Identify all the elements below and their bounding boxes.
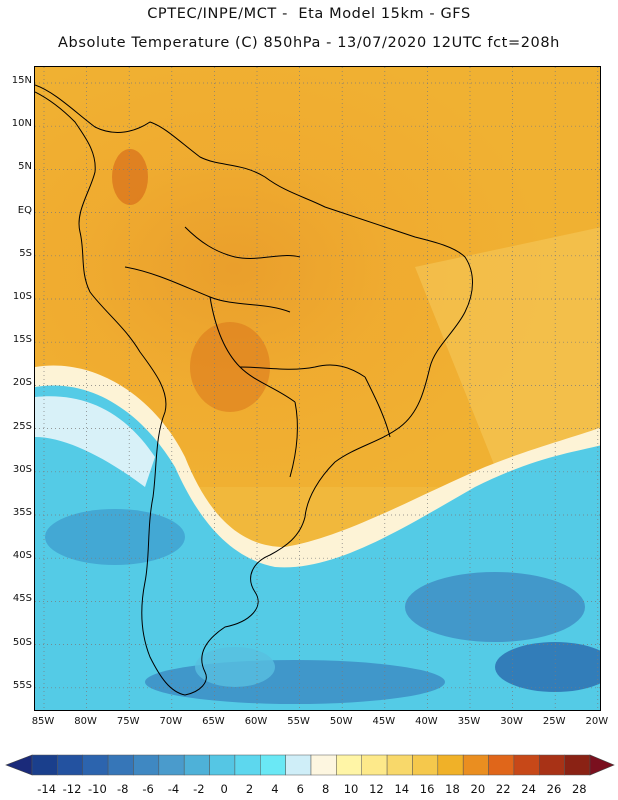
colorbar-swatch [133,754,160,776]
colorbar-swatch [488,754,515,776]
lat-tick-label: 35S [12,507,32,518]
lat-tick-label: 15N [11,75,32,86]
colorbar-swatch [437,754,464,776]
colorbar-tick-label: 2 [245,782,254,796]
colorbar-swatch [57,754,83,776]
map-canvas [35,67,600,710]
cold-pocket-5 [195,647,275,687]
colorbar-swatch [285,754,312,776]
lon-tick-label: 35W [457,716,481,727]
colorbar-swatch [513,754,540,776]
lat-tick-label: 40S [12,550,32,562]
colorbar-tick-label: 8 [322,782,330,796]
colorbar-swatch [234,754,261,776]
coastline [35,84,473,696]
lon-tick-label: 50W [329,716,353,727]
lat-tick-label: 45S [12,593,32,605]
colorbar-tick-label: 26 [546,782,562,796]
cold-pocket-4 [145,660,445,704]
colorbar-swatch [183,754,210,776]
colorbar-tick-label: 24 [521,782,536,796]
colorbar-tick-label: 4 [271,782,279,796]
colorbar-tick-label: 10 [343,782,359,796]
colorbar-tick-label: -10 [88,782,107,796]
lat-tick-label: 10N [11,118,32,130]
colorbar-tick-label: -14 [37,782,57,796]
colorbar-tick-label: 18 [445,782,460,796]
colorbar-swatch [412,754,439,776]
warm-patch-north [112,149,148,205]
colorbar-swatch [82,754,109,776]
lat-tick-label: 25S [12,420,32,432]
lat-tick-label: 50S [12,636,32,648]
lon-tick-label: 60W [244,716,268,727]
colorbar-tick-label: -8 [117,782,129,796]
colorbar-swatch [564,754,591,776]
lat-tick-label: 5S [19,247,32,259]
border-3 [239,364,366,378]
lat-tick-label: 15S [12,334,32,346]
border-5 [184,226,301,259]
colorbar-swatch [107,754,134,776]
lat-tick-label: 30S [12,463,32,475]
cold-pocket-2 [405,572,585,642]
colorbar-tick-label: 20 [470,782,486,796]
colorbar-swatch [539,754,565,776]
colorbar-swatch [31,754,58,776]
colorbar-swatch [386,754,413,776]
map-title-line2: Absolute Temperature (C) 850hPa - 13/07/… [58,35,560,51]
border-6 [364,376,391,438]
lon-tick-label: 20W [585,716,609,727]
colorbar-tick-label: 14 [394,782,410,796]
colorbar-tick-label: 16 [419,782,435,796]
map-title-line1: CPTEC/INPE/MCT - Eta Model 15km - GFS [147,6,471,22]
lon-tick-label: 70W [159,716,183,727]
colorbar-swatch [336,754,362,776]
light-band [415,227,600,487]
lon-tick-label: 30W [500,716,523,727]
cold-pocket-1 [45,509,185,565]
lat-tick-label: 20S [12,377,32,389]
colorbar-swatch [158,754,185,776]
lon-tick-label: 55W [287,716,310,727]
cold-pocket-3 [495,642,600,692]
south-america-coast [35,84,473,696]
colorbar-tick-label: -12 [62,782,82,796]
colorbar-swatch [209,754,236,776]
colorbar-tick-label: -2 [193,782,205,796]
map-graticule [35,67,600,710]
temperature-map [34,66,601,711]
lon-tick-label: 40W [415,716,438,727]
border-4 [289,401,298,478]
colorbar-tick-label: -6 [142,782,154,796]
colorbar-tick-label: 6 [296,782,304,796]
colorbar-low-arrow [5,754,33,776]
lon-tick-label: 85W [31,716,55,727]
colorbar-tick-label: 0 [220,782,228,796]
lon-tick-label: 80W [74,716,97,727]
colorbar-swatch [462,754,489,776]
colorbar-tick-label: 12 [369,782,384,796]
lat-tick-label: 55S [12,679,32,691]
colorbar-swatch [310,754,337,776]
colorbar-tick-label: 28 [571,782,587,796]
colorbar-swatch [361,754,388,776]
colorbar-swatch [260,754,286,776]
colorbar [5,754,615,776]
lon-tick-label: 45W [372,716,396,727]
lat-tick-label: 10S [12,291,32,302]
colorbar-high-arrow [589,754,615,776]
warm-patch-central [190,322,270,412]
lon-tick-label: 75W [116,716,140,727]
lon-tick-label: 65W [202,716,225,727]
lat-tick-label: EQ [17,204,32,216]
colorbar-tick-label: 22 [495,782,511,796]
cold-edge [35,396,155,487]
colorbar-tick-label: -4 [167,782,180,796]
lon-tick-label: 25W [542,716,566,727]
lat-tick-label: 5N [18,161,32,173]
